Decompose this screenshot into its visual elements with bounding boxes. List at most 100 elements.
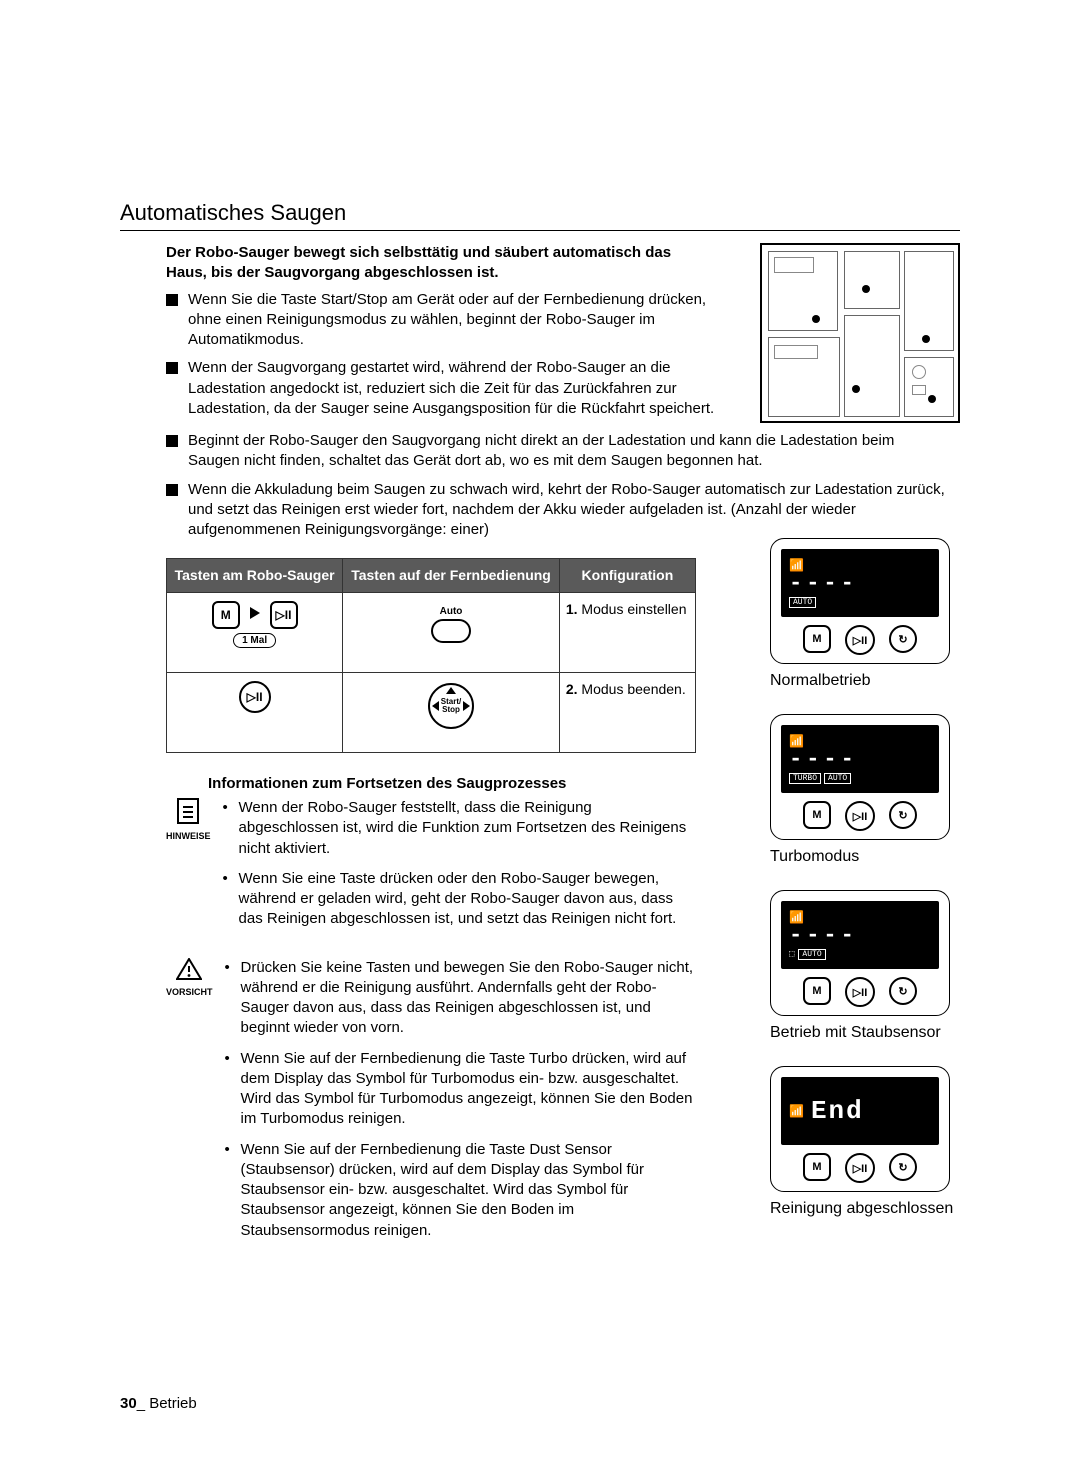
- dust-sensor-icon: ⬚: [789, 949, 794, 959]
- bullet-text: Beginnt der Robo-Sauger den Saugvorgang …: [188, 431, 948, 472]
- footer-section: Betrieb: [149, 1395, 197, 1412]
- step-number: 1.: [566, 601, 578, 617]
- sub-bullet-text: Wenn Sie auf der Fernbedienung die Taste…: [241, 1140, 695, 1241]
- display-unit: 📶 ---- ⬚AUTO M ▷II ↻ Betrieb mit Staubse…: [770, 890, 960, 1042]
- segment-text: End: [811, 1098, 864, 1124]
- table-row: M ▷II 1 Mal Auto 1. Modus einstellen: [167, 593, 696, 673]
- display-buttons-row: M ▷II ↻: [781, 801, 939, 831]
- lcd-tag: AUTO: [798, 949, 825, 960]
- return-button-icon: ↻: [889, 1153, 917, 1181]
- config-cell: 2. Modus beenden.: [559, 673, 695, 753]
- dot-icon: •: [225, 958, 233, 1039]
- square-bullet-icon: [166, 484, 178, 496]
- page-number: 30: [120, 1395, 137, 1412]
- dot-icon: •: [223, 869, 231, 930]
- display-buttons-row: M ▷II ↻: [781, 1153, 939, 1183]
- section-title: Automatisches Saugen: [120, 200, 960, 231]
- play-pause-button-icon: ▷II: [239, 681, 271, 713]
- table-header: Konfiguration: [559, 559, 695, 593]
- bullet-item: Beginnt der Robo-Sauger den Saugvorgang …: [166, 431, 960, 472]
- display-unit: 📶 ---- TURBOAUTO M ▷II ↻ Turbomodus: [770, 714, 960, 866]
- lcd-tags: ⬚ AUTO: [789, 949, 931, 960]
- remote-label: Auto: [416, 606, 486, 617]
- return-button-icon: ↻: [889, 977, 917, 1005]
- table-row: ▷II Start/Stop 2. Modus beenden.: [167, 673, 696, 753]
- dot-icon: •: [225, 1140, 233, 1241]
- display-buttons-row: M ▷II ↻: [781, 625, 939, 655]
- note-page-icon: [177, 798, 199, 824]
- lcd-tag: TURBO: [789, 773, 821, 784]
- bullet-text: Wenn die Akkuladung beim Saugen zu schwa…: [188, 480, 948, 541]
- top-block: Der Robo-Sauger bewegt sich selbsttätig …: [120, 243, 960, 427]
- table-header: Tasten am Robo-Sauger: [167, 559, 343, 593]
- sub-bullet-text: Drücken Sie keine Tasten und bewegen Sie…: [241, 958, 695, 1039]
- count-pill: 1 Mal: [233, 633, 276, 648]
- arrow-left-icon: [432, 701, 439, 711]
- play-pause-button-icon: ▷II: [845, 977, 875, 1007]
- square-bullet-icon: [166, 294, 178, 306]
- remote-auto-icon: Auto: [416, 606, 486, 661]
- warn-icon-column: VORSICHT: [166, 958, 213, 1251]
- lcd-tags: TURBOAUTO: [789, 773, 931, 784]
- display-body: 📶 End M ▷II ↻: [770, 1066, 950, 1192]
- config-text: Modus beenden.: [581, 681, 685, 697]
- bullet-list-left: Wenn Sie die Taste Start/Stop am Gerät o…: [166, 290, 740, 420]
- note-icon-column: HINWEISE: [166, 798, 211, 940]
- mode-button-icon: M: [803, 801, 831, 829]
- lcd-screen: 📶 End: [781, 1077, 939, 1145]
- bullet-text: Wenn Sie die Taste Start/Stop am Gerät o…: [188, 290, 740, 351]
- warning-triangle-icon: [176, 958, 202, 980]
- mode-button-icon: M: [803, 977, 831, 1005]
- lcd-tags: AUTO: [789, 597, 931, 608]
- segment-text: ----: [789, 749, 931, 771]
- play-pause-button-icon: ▷II: [845, 801, 875, 831]
- auto-button-shape: [431, 619, 471, 643]
- sub-bullet: •Wenn Sie auf der Fernbedienung die Tast…: [225, 1140, 695, 1241]
- intro-paragraph: Der Robo-Sauger bewegt sich selbsttätig …: [166, 243, 696, 284]
- lcd-screen: 📶 ---- TURBOAUTO: [781, 725, 939, 793]
- segment-text: ----: [789, 925, 931, 947]
- arrow-up-icon: [446, 687, 456, 694]
- play-pause-button-icon: ▷II: [845, 625, 875, 655]
- lcd-tag: AUTO: [789, 597, 816, 608]
- lcd-screen: 📶 ---- ⬚AUTO: [781, 901, 939, 969]
- vorsicht-label: VORSICHT: [166, 987, 213, 997]
- mode-button-icon: M: [803, 1153, 831, 1181]
- display-unit: 📶 End M ▷II ↻ Reinigung abgeschlossen: [770, 1066, 960, 1218]
- bullet-item: Wenn Sie die Taste Start/Stop am Gerät o…: [166, 290, 740, 351]
- bullet-item: Wenn der Saugvorgang gestartet wird, wäh…: [166, 358, 740, 419]
- robo-buttons-cell: ▷II: [167, 673, 343, 753]
- display-body: 📶 ---- AUTO M ▷II ↻: [770, 538, 950, 664]
- wifi-icon: 📶: [789, 1104, 803, 1119]
- display-unit: 📶 ---- AUTO M ▷II ↻ Normalbetrieb: [770, 538, 960, 690]
- display-caption: Normalbetrieb: [770, 672, 960, 690]
- arrow-right-icon: [463, 701, 470, 711]
- config-text: Modus einstellen: [581, 601, 686, 617]
- config-table: Tasten am Robo-Sauger Tasten auf der Fer…: [166, 558, 696, 753]
- display-caption: Reinigung abgeschlossen: [770, 1200, 960, 1218]
- remote-cell: Auto: [343, 593, 560, 673]
- square-bullet-icon: [166, 362, 178, 374]
- display-caption: Turbomodus: [770, 848, 960, 866]
- sub-bullet: •Drücken Sie keine Tasten und bewegen Si…: [225, 958, 695, 1039]
- bullet-text: Wenn der Saugvorgang gestartet wird, wäh…: [188, 358, 740, 419]
- dot-icon: •: [223, 798, 231, 859]
- table-header: Tasten auf der Fernbedienung: [343, 559, 560, 593]
- robo-buttons-cell: M ▷II 1 Mal: [167, 593, 343, 673]
- sub-bullet: •Wenn der Robo-Sauger feststellt, dass d…: [223, 798, 693, 859]
- vorsicht-bullets: •Drücken Sie keine Tasten und bewegen Si…: [225, 958, 695, 1251]
- step-number: 2.: [566, 681, 578, 697]
- play-pause-button-icon: ▷II: [270, 601, 298, 629]
- sub-bullet-text: Wenn Sie eine Taste drücken oder den Rob…: [239, 869, 693, 930]
- page-footer: 30_ Betrieb: [120, 1395, 197, 1412]
- mode-button-icon: M: [803, 625, 831, 653]
- top-left-column: Der Robo-Sauger bewegt sich selbsttätig …: [120, 243, 740, 427]
- hinweise-label: HINWEISE: [166, 831, 211, 841]
- display-body: 📶 ---- TURBOAUTO M ▷II ↻: [770, 714, 950, 840]
- lcd-tag: AUTO: [824, 773, 851, 784]
- square-bullet-icon: [166, 435, 178, 447]
- dpad-ring: Start/Stop: [428, 683, 474, 729]
- sub-bullet: •Wenn Sie eine Taste drücken oder den Ro…: [223, 869, 693, 930]
- display-buttons-row: M ▷II ↻: [781, 977, 939, 1007]
- display-column: 📶 ---- AUTO M ▷II ↻ Normalbetrieb 📶 ----…: [770, 538, 960, 1242]
